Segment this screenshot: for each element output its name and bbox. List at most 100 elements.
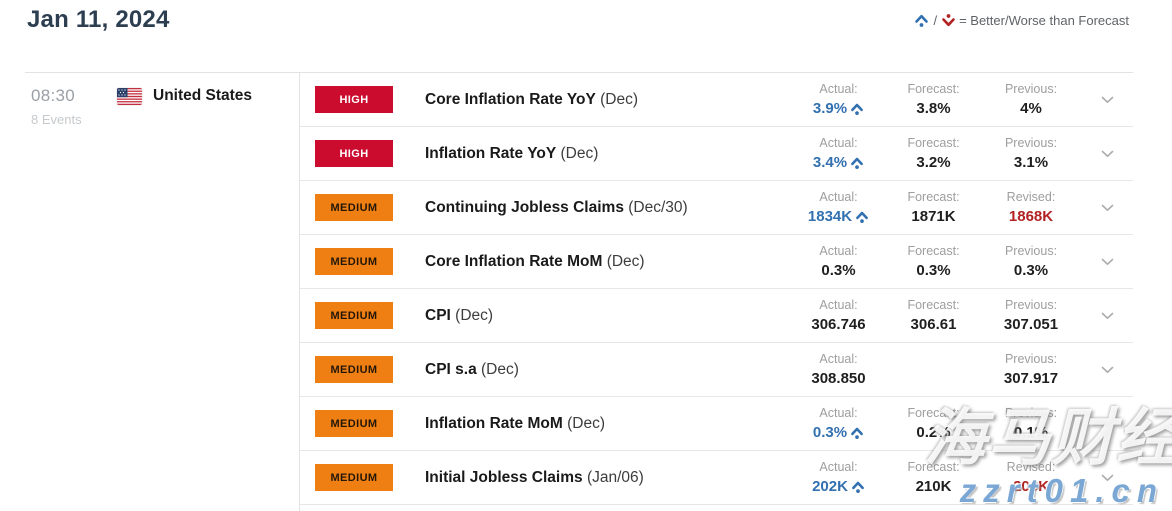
event-name-link[interactable]: CPI (Dec): [425, 307, 791, 325]
event-name-link[interactable]: Inflation Rate YoY (Dec): [425, 145, 791, 163]
actual-value: 0.3%: [821, 262, 856, 279]
event-row[interactable]: MEDIUM Inflation Rate MoM (Dec) Actual: …: [300, 397, 1133, 451]
event-title: Inflation Rate YoY: [425, 144, 557, 162]
actual-value: 3.4%: [791, 154, 886, 171]
actual-column: Actual: 0.3%: [791, 235, 886, 288]
previous-label: Revised:: [1006, 190, 1056, 204]
previous-label: Revised:: [1006, 460, 1056, 474]
forecast-value: 3.2%: [916, 154, 951, 171]
event-row[interactable]: MEDIUM CPI (Dec) Actual: 306.746 Forecas…: [300, 289, 1133, 343]
expand-row-button[interactable]: [1081, 469, 1133, 487]
forecast-label: Forecast:: [907, 82, 960, 96]
caret-up-dot-icon: [855, 211, 869, 223]
importance-badge: MEDIUM: [315, 194, 393, 221]
actual-column: Actual: 3.9%: [791, 73, 886, 126]
event-time: 08:30: [31, 86, 76, 105]
forecast-label: Forecast:: [907, 244, 960, 258]
forecast-column: Forecast: 3.2%: [886, 127, 981, 180]
previous-column: Previous: 3.1%: [981, 127, 1081, 180]
previous-value: 307.917: [1003, 370, 1059, 387]
actual-value: 202K: [791, 478, 886, 495]
expand-row-button[interactable]: [1081, 253, 1133, 271]
event-title: Inflation Rate MoM: [425, 414, 563, 432]
event-period: (Dec): [560, 144, 599, 162]
event-row[interactable]: MEDIUM Core Inflation Rate MoM (Dec) Act…: [300, 235, 1133, 289]
previous-column: Previous: 4%: [981, 73, 1081, 126]
legend: / = Better/Worse than Forecast: [914, 13, 1129, 28]
previous-value: 4%: [1020, 100, 1042, 117]
country-block[interactable]: United States: [117, 87, 252, 105]
event-row[interactable]: MEDIUM Continuing Jobless Claims (Dec/30…: [300, 181, 1133, 235]
forecast-value: 0.2%: [916, 424, 951, 441]
caret-down-dot-icon: [941, 14, 956, 27]
importance-badge: MEDIUM: [315, 356, 393, 383]
event-name-link[interactable]: Inflation Rate MoM (Dec): [425, 415, 791, 433]
forecast-column: Forecast: 3.8%: [886, 73, 981, 126]
event-title: Core Inflation Rate MoM: [425, 252, 603, 270]
event-title: Continuing Jobless Claims: [425, 198, 624, 216]
event-name-link[interactable]: Continuing Jobless Claims (Dec/30): [425, 199, 791, 217]
event-name-link[interactable]: Core Inflation Rate MoM (Dec): [425, 253, 791, 271]
importance-badge: HIGH: [315, 140, 393, 167]
previous-column: Previous: 307.917: [981, 343, 1081, 396]
legend-separator: /: [933, 13, 938, 28]
previous-value: 203K: [1013, 478, 1049, 495]
event-period: (Dec): [600, 90, 639, 108]
event-row[interactable]: MEDIUM CPI s.a (Dec) Actual: 308.850 Pre…: [300, 343, 1133, 397]
previous-value: 3.1%: [1013, 154, 1049, 171]
country-name: United States: [153, 87, 253, 104]
events-count: 8 Events: [31, 112, 82, 127]
previous-column: Previous: 0.3%: [981, 235, 1081, 288]
expand-row-button[interactable]: [1081, 307, 1133, 325]
expand-row-button[interactable]: [1081, 361, 1133, 379]
actual-column: Actual: 306.746: [791, 289, 886, 342]
us-flag-icon: [117, 87, 142, 105]
previous-column: Revised: 1868K: [981, 181, 1081, 234]
actual-label: Actual:: [819, 460, 858, 474]
forecast-value: 3.8%: [916, 100, 951, 117]
caret-up-dot-icon: [850, 427, 864, 439]
event-period: (Dec): [481, 360, 519, 378]
importance-badge: HIGH: [315, 86, 393, 113]
forecast-label: Forecast:: [907, 460, 960, 474]
event-name-link[interactable]: Initial Jobless Claims (Jan/06): [425, 469, 791, 487]
actual-label: Actual:: [819, 136, 858, 150]
expand-row-button[interactable]: [1081, 145, 1133, 163]
forecast-value: 306.61: [910, 316, 957, 333]
importance-badge: MEDIUM: [315, 410, 393, 437]
previous-label: Previous:: [1004, 352, 1058, 366]
actual-label: Actual:: [819, 82, 858, 96]
actual-label: Actual:: [819, 406, 858, 420]
caret-up-dot-icon: [850, 103, 864, 115]
event-period: (Dec): [455, 306, 494, 324]
expand-row-button[interactable]: [1081, 199, 1133, 217]
actual-column: Actual: 308.850: [791, 343, 886, 396]
expand-row-button[interactable]: [1081, 415, 1133, 433]
event-title: CPI s.a: [425, 360, 477, 378]
previous-label: Previous:: [1004, 136, 1058, 150]
previous-value: 307.051: [1003, 316, 1059, 333]
event-name-link[interactable]: Core Inflation Rate YoY (Dec): [425, 91, 791, 109]
forecast-value: 210K: [915, 478, 952, 495]
chevron-down-icon: [1101, 361, 1114, 379]
event-title: Initial Jobless Claims: [425, 468, 583, 486]
event-name-link[interactable]: CPI s.a (Dec): [425, 361, 791, 379]
forecast-column: Forecast: 210K: [886, 451, 981, 504]
previous-value: 1868K: [1008, 208, 1054, 225]
page-title: Jan 11, 2024: [27, 6, 170, 33]
chevron-down-icon: [1101, 307, 1114, 325]
actual-value: 308.850: [811, 370, 866, 387]
event-row[interactable]: MEDIUM Initial Jobless Claims (Jan/06) A…: [300, 451, 1133, 505]
events-list: HIGH Core Inflation Rate YoY (Dec) Actua…: [300, 73, 1133, 511]
previous-column: Revised: 203K: [981, 451, 1081, 504]
event-title: CPI: [425, 306, 451, 324]
previous-label: Previous:: [1004, 244, 1058, 258]
forecast-label: Forecast:: [907, 298, 960, 312]
caret-up-dot-icon: [914, 14, 929, 27]
event-period: (Dec): [606, 252, 645, 270]
previous-value: 0.1%: [1013, 424, 1049, 441]
legend-text: = Better/Worse than Forecast: [959, 13, 1129, 28]
expand-row-button[interactable]: [1081, 91, 1133, 109]
event-row[interactable]: HIGH Core Inflation Rate YoY (Dec) Actua…: [300, 73, 1133, 127]
event-row[interactable]: HIGH Inflation Rate YoY (Dec) Actual: 3.…: [300, 127, 1133, 181]
